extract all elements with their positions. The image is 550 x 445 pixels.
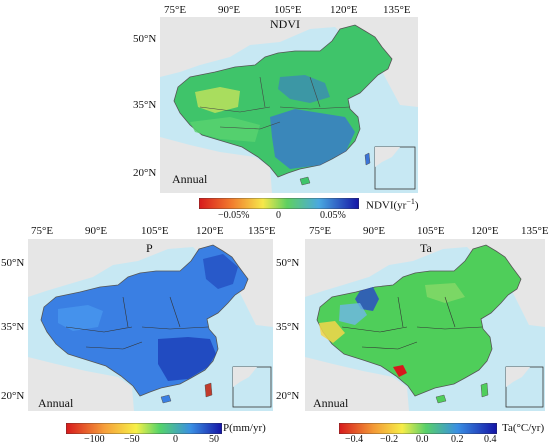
colorbar-tick: 0.0 [416,434,429,445]
lon-tick: 135°E [521,225,549,237]
lon-tick: 90°E [218,4,241,16]
lon-tick: 105°E [417,225,445,237]
ndvi-west-yellow [195,87,240,113]
ndvi-panel-title: NDVI [270,17,300,31]
colorbar-tick: 0.2 [451,434,464,445]
hainan-island [299,176,311,186]
lon-tick: 105°E [274,4,302,16]
colorbar-tick: −100 [84,434,105,445]
province-lines [199,76,351,130]
lat-tick: 20°N [1,390,25,402]
hainan-island [160,394,172,404]
lat-tick: 35°N [276,321,300,333]
neighbor-land-south [28,357,134,411]
ndvi-north-blue [278,75,330,103]
colorbar-tick: 50 [209,434,219,445]
ndvi-colorbar [199,198,359,209]
colorbar-tick: −50 [124,434,140,445]
colorbar-unit-end: ) [414,199,419,212]
ndvi-map [160,17,418,193]
lon-tick: 120°E [196,225,224,237]
province-lines [341,296,483,350]
ndvi-panel: 75°E 90°E 105°E 120°E 135°E 50°N 35°N 20… [0,0,550,222]
lon-tick: 75°E [31,225,54,237]
lon-tick: 120°E [330,4,358,16]
lat-tick: 35°N [1,321,25,333]
ta-panel-title: Ta [420,241,432,255]
lon-tick: 75°E [309,225,332,237]
taiwan-island [480,382,489,398]
lat-tick: 50°N [1,257,25,269]
colorbar-tick: −0.2 [380,434,399,445]
ta-southwest-red [393,365,407,377]
taiwan-island [204,382,213,398]
p-period-label: Annual [38,396,74,410]
inset-land [506,367,530,387]
lat-tick: 50°N [276,257,300,269]
colorbar-unit: Ta(°C/yr) [502,422,545,434]
lon-tick: 135°E [248,225,276,237]
colorbar-unit: NDVI(yr−1) [366,198,419,212]
ta-north-light [425,283,465,303]
lon-tick: 90°E [85,225,108,237]
lon-tick: 120°E [471,225,499,237]
p-colorbar [66,423,222,434]
china-outline [316,244,522,397]
ndvi-plateau-green [190,117,260,142]
hainan-island [435,394,447,404]
p-west-light [58,305,103,331]
lon-tick: 135°E [383,4,411,16]
neighbor-land-south [305,357,409,411]
taiwan-island [364,152,371,166]
p-panel: 75°E 90°E 105°E 120°E 135°E 50°N 35°N 20… [0,222,276,445]
lat-tick: 50°N [133,33,157,45]
colorbar-unit-text: NDVI(yr [366,199,407,212]
lat-tick: 35°N [133,99,157,111]
colorbar-unit: P(mm/yr) [223,422,266,434]
colorbar-tick: −0.4 [345,434,364,445]
colorbar-tick: 0.4 [484,434,497,445]
lat-tick: 20°N [276,390,300,402]
ndvi-south-blue [270,109,355,169]
ta-west-yellow [319,321,345,343]
p-northeast-deep [203,254,238,289]
colorbar-tick: −0.05% [218,210,250,221]
ta-colorbar [339,423,497,434]
lon-tick: 105°E [141,225,169,237]
ta-panel: 75°E 90°E 105°E 120°E 135°E 50°N 35°N 20… [275,222,550,445]
ta-west-lightblue [339,303,367,325]
colorbar-unit-sup: −1 [406,197,415,206]
lat-tick: 20°N [133,167,157,179]
colorbar-tick: 0 [276,210,281,221]
ta-period-label: Annual [313,396,349,410]
lon-tick: 90°E [363,225,386,237]
ndvi-period-label: Annual [172,172,208,186]
inset-land [375,147,400,167]
p-south-deep [158,337,216,381]
p-map [28,239,273,411]
colorbar-tick: 0 [173,434,178,445]
inset-land [233,367,257,387]
province-lines [65,296,209,350]
ta-map [305,239,545,411]
p-panel-title: P [146,241,153,255]
lon-tick: 75°E [164,4,187,16]
colorbar-tick: 0.05% [320,210,346,221]
neighbor-land-south [160,137,272,193]
